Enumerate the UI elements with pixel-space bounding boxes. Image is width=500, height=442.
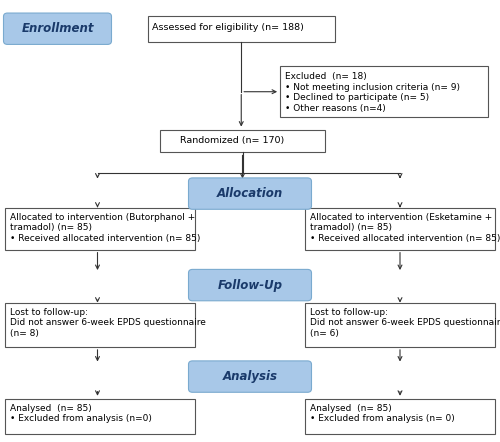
Text: Enrollment: Enrollment <box>21 22 94 35</box>
Text: Randomized (n= 170): Randomized (n= 170) <box>180 136 284 145</box>
Text: Allocated to intervention (Butorphanol +
tramadol) (n= 85)
• Received allocated : Allocated to intervention (Butorphanol +… <box>10 213 200 243</box>
FancyBboxPatch shape <box>280 66 488 117</box>
Text: Lost to follow-up:
Did not answer 6-week EPDS questionnaire
(n= 8): Lost to follow-up: Did not answer 6-week… <box>10 308 206 338</box>
FancyBboxPatch shape <box>4 13 112 44</box>
FancyBboxPatch shape <box>148 16 335 42</box>
Text: Excluded  (n= 18)
• Not meeting inclusion criteria (n= 9)
• Declined to particip: Excluded (n= 18) • Not meeting inclusion… <box>285 72 460 113</box>
FancyBboxPatch shape <box>305 303 495 347</box>
FancyBboxPatch shape <box>188 178 312 209</box>
Text: Follow-Up: Follow-Up <box>218 278 282 292</box>
FancyBboxPatch shape <box>305 208 495 250</box>
FancyBboxPatch shape <box>5 399 195 434</box>
FancyBboxPatch shape <box>188 361 312 392</box>
Text: Analysed  (n= 85)
• Excluded from analysis (n=0): Analysed (n= 85) • Excluded from analysi… <box>10 404 152 423</box>
FancyBboxPatch shape <box>5 208 195 250</box>
Text: Allocated to intervention (Esketamine +
tramadol) (n= 85)
• Received allocated i: Allocated to intervention (Esketamine + … <box>310 213 500 243</box>
Text: Analysed  (n= 85)
• Excluded from analysis (n= 0): Analysed (n= 85) • Excluded from analysi… <box>310 404 455 423</box>
FancyBboxPatch shape <box>305 399 495 434</box>
Text: Analysis: Analysis <box>222 370 278 383</box>
FancyBboxPatch shape <box>5 303 195 347</box>
Text: Lost to follow-up:
Did not answer 6-week EPDS questionnaire
(n= 6): Lost to follow-up: Did not answer 6-week… <box>310 308 500 338</box>
Text: Allocation: Allocation <box>217 187 283 200</box>
Text: Assessed for eligibility (n= 188): Assessed for eligibility (n= 188) <box>152 23 304 31</box>
FancyBboxPatch shape <box>160 130 325 152</box>
FancyBboxPatch shape <box>188 270 312 301</box>
